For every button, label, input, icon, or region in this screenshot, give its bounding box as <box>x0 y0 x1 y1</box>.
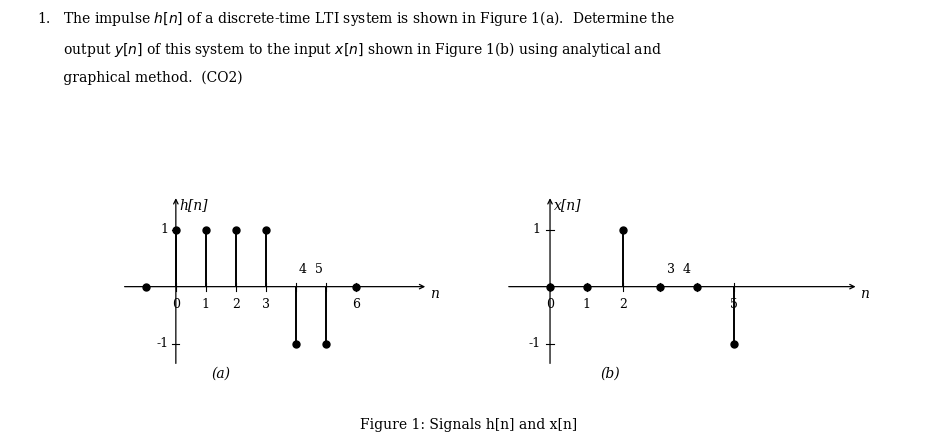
Text: (a): (a) <box>212 367 230 381</box>
Text: 1: 1 <box>533 223 540 236</box>
Text: 5: 5 <box>729 298 737 311</box>
Text: -1: -1 <box>156 337 168 350</box>
Text: 1: 1 <box>160 223 168 236</box>
Text: 1.   The impulse $h[n]$ of a discrete-time LTI system is shown in Figure 1(a).  : 1. The impulse $h[n]$ of a discrete-time… <box>37 9 675 28</box>
Text: 6: 6 <box>352 298 359 311</box>
Text: 0: 0 <box>171 298 180 311</box>
Text: 3: 3 <box>262 298 270 311</box>
Text: n: n <box>429 287 438 301</box>
Text: x[n]: x[n] <box>554 198 581 212</box>
Text: n: n <box>859 287 869 301</box>
Text: Figure 1: Signals h[n] and x[n]: Figure 1: Signals h[n] and x[n] <box>359 418 577 432</box>
Text: graphical method.  (CO2): graphical method. (CO2) <box>37 71 242 85</box>
Text: 2: 2 <box>619 298 627 311</box>
Text: 0: 0 <box>546 298 553 311</box>
Text: 4  5: 4 5 <box>299 263 323 277</box>
Text: (b): (b) <box>600 367 620 381</box>
Text: -1: -1 <box>528 337 540 350</box>
Text: 1: 1 <box>582 298 590 311</box>
Text: output $y[n]$ of this system to the input $x[n]$ shown in Figure 1(b) using anal: output $y[n]$ of this system to the inpu… <box>37 40 662 59</box>
Text: 2: 2 <box>232 298 240 311</box>
Text: h[n]: h[n] <box>180 198 208 212</box>
Text: 1: 1 <box>201 298 210 311</box>
Text: 3  4: 3 4 <box>665 263 690 277</box>
